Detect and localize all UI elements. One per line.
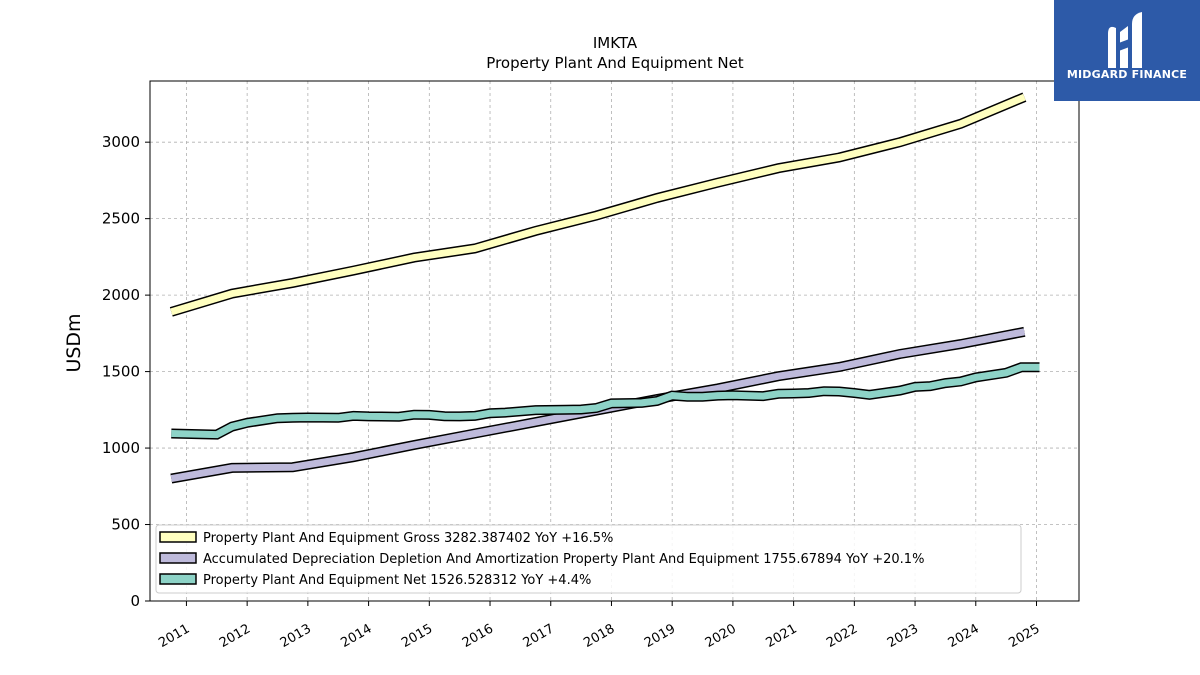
x-tick-label: 2025 (1006, 621, 1042, 651)
legend-swatch-1 (159, 531, 197, 543)
legend-label-1: Property Plant And Equipment Gross 3282.… (203, 531, 613, 546)
logo-text: MIDGARD FINANCE (1066, 68, 1188, 81)
x-tick-label: 2015 (399, 621, 435, 651)
x-tick-label: 2024 (946, 621, 982, 651)
chart-title: IMKTA (593, 34, 638, 52)
x-tick-label: 2016 (460, 621, 496, 651)
x-tick-label: 2013 (278, 621, 314, 651)
y-tick-label: 2000 (102, 286, 140, 304)
y-axis-label: USDm (63, 313, 85, 372)
x-tick-label: 2021 (763, 621, 799, 651)
brand-logo: MIDGARD FINANCE (1054, 0, 1200, 101)
x-tick-label: 2017 (521, 621, 557, 651)
legend-swatch-3 (159, 573, 197, 585)
y-tick-label: 1500 (102, 363, 140, 381)
plot-frame (149, 80, 1080, 602)
y-tick-label: 500 (111, 516, 140, 534)
x-axis: 2011 2012 2013 2014 2015 2016 2017 2018 2019 2020… (156, 601, 1042, 651)
x-tick-label: 2011 (156, 621, 192, 651)
x-tick-label: 2020 (703, 621, 739, 651)
legend-label-3: Property Plant And Equipment Net 1526.52… (203, 573, 591, 588)
legend: Property Plant And Equipment Gross 3282.… (155, 524, 1022, 594)
y-tick-label: 3000 (102, 133, 140, 151)
series-line-1 (170, 93, 1026, 316)
y-tick-label: 2500 (102, 210, 140, 228)
legend-label-2: Accumulated Depreciation Depletion And A… (203, 552, 924, 567)
x-tick-label: 2022 (824, 621, 860, 651)
x-tick-label: 2023 (885, 621, 921, 651)
logo-mark-icon (1108, 12, 1142, 68)
legend-frame (155, 524, 1022, 594)
series-lines (169, 92, 1040, 484)
grid (150, 81, 1079, 602)
x-tick-label: 2019 (642, 621, 678, 651)
y-tick-label: 1000 (102, 439, 140, 457)
x-tick-label: 2018 (581, 621, 617, 651)
series-line-outline-3 (171, 362, 1040, 440)
series-line-3 (171, 363, 1040, 439)
x-tick-label: 2012 (217, 621, 253, 651)
y-axis: 0 500 1000 1500 2000 2500 3000 (102, 133, 150, 610)
chart-subtitle: Property Plant And Equipment Net (486, 54, 743, 72)
x-tick-label: 2014 (338, 621, 374, 651)
legend-swatch-2 (159, 552, 197, 564)
y-tick-label: 0 (130, 592, 140, 610)
